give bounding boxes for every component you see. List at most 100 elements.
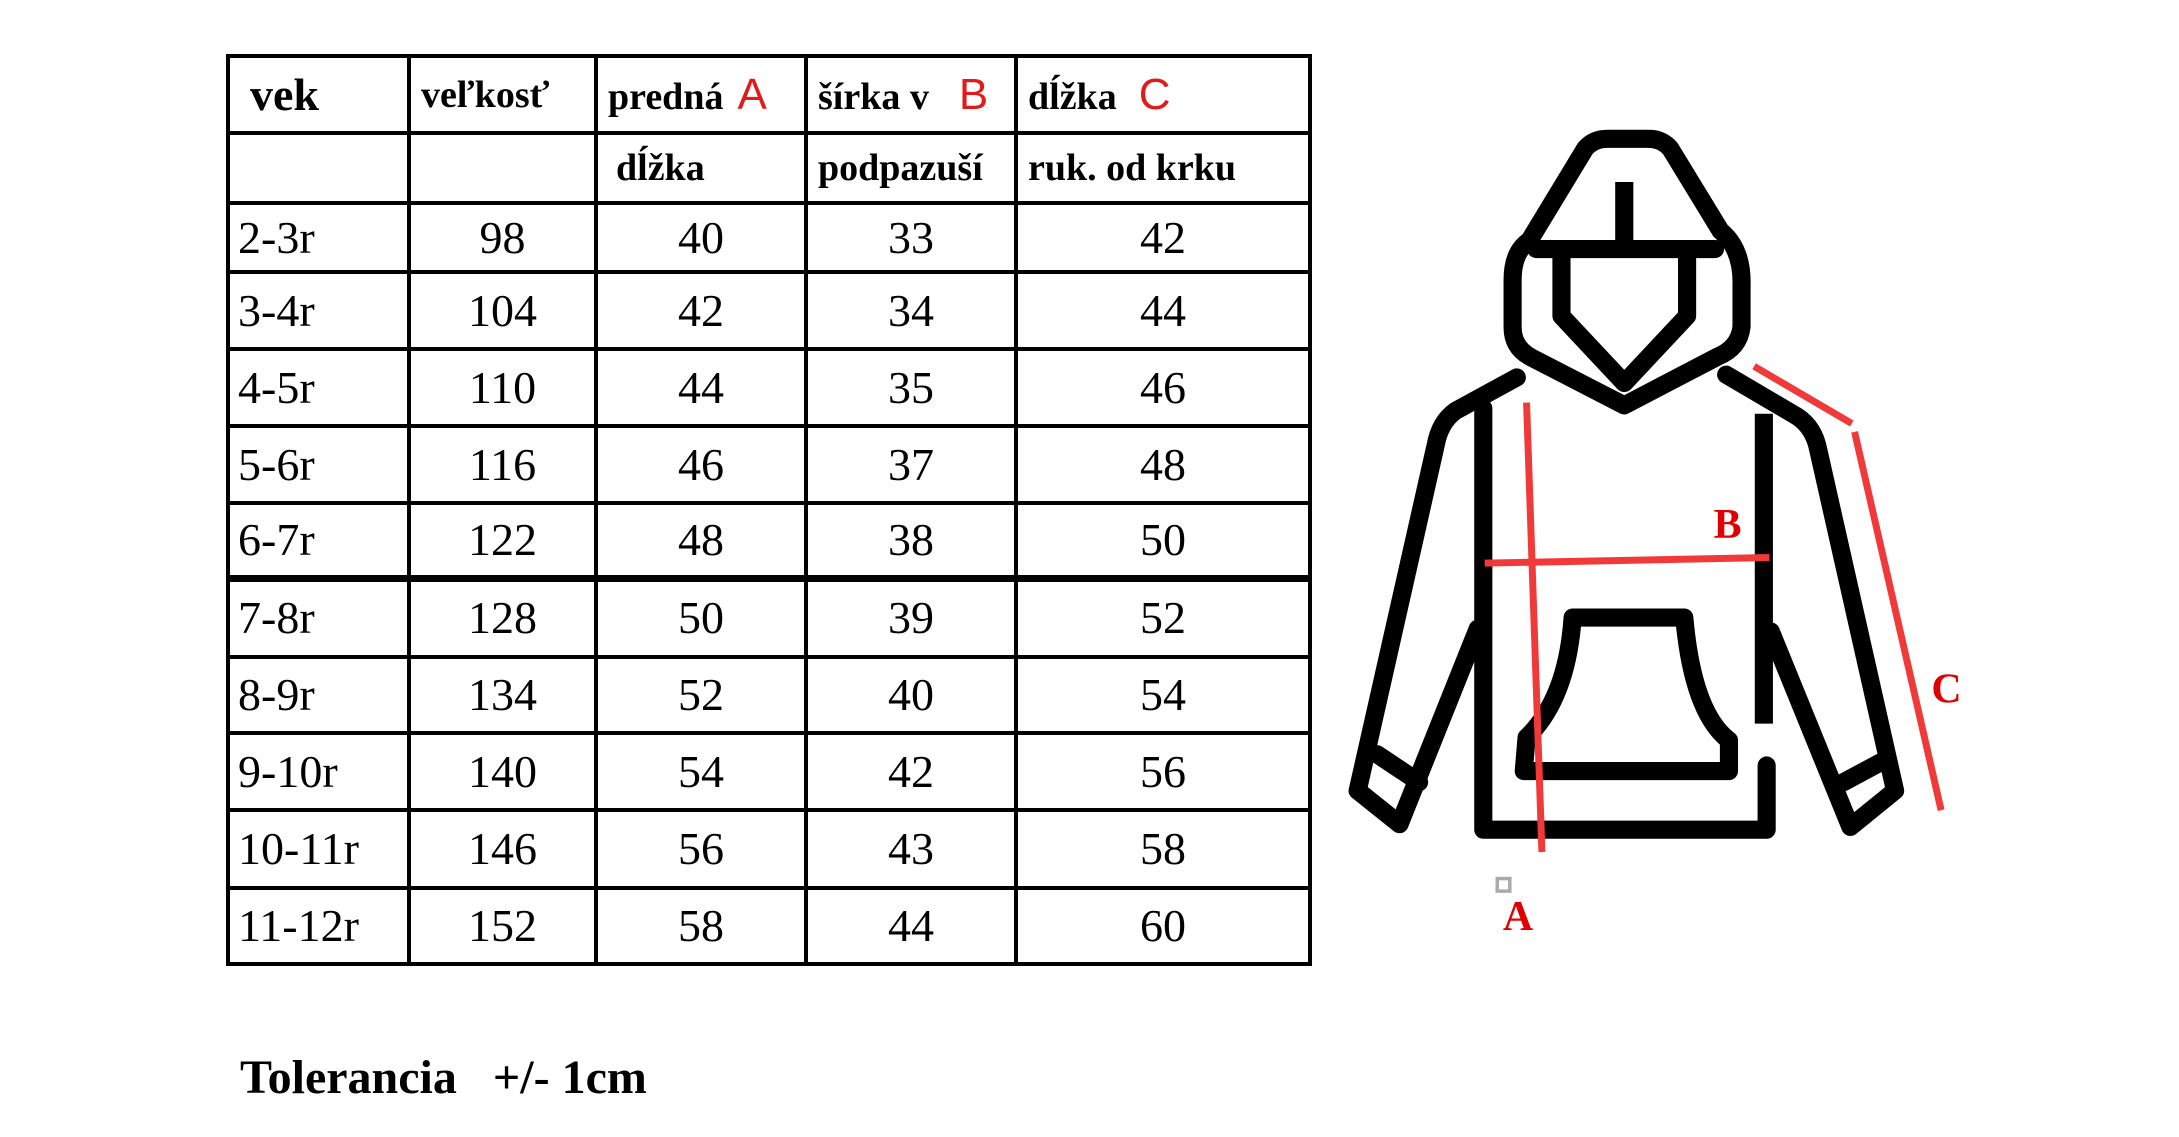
table-row: 11-12r 152 58 44 60: [226, 886, 1312, 966]
cell-sleeve-length: 48: [1014, 424, 1312, 505]
cell-chest-width: 34: [804, 270, 1018, 351]
cell-front-length: 46: [594, 424, 808, 505]
cell-chest-width: 39: [804, 576, 1018, 659]
cell-age: 10-11r: [226, 808, 411, 890]
pocket: [1514, 608, 1739, 781]
table-row: 8-9r 134 52 40 54: [226, 655, 1312, 735]
cell-size: 98: [407, 201, 598, 274]
table-row: 3-4r 104 42 34 44: [226, 270, 1312, 351]
cell-chest-width: 44: [804, 886, 1018, 966]
label-b: B: [1714, 502, 1742, 548]
cell-age: 4-5r: [226, 347, 411, 428]
header-sleeve-length-text: dĺžka: [1028, 75, 1117, 118]
cell-size: 134: [407, 655, 598, 735]
cell-chest-width: 33: [804, 201, 1018, 274]
cell-chest-width: 35: [804, 347, 1018, 428]
cell-size: 146: [407, 808, 598, 890]
cell-sleeve-length: 42: [1014, 201, 1312, 274]
header-row-2: dĺžka podpazuší ruk. od krku: [226, 131, 1312, 205]
right-sleeve: [1717, 365, 1905, 836]
cell-chest-width: 38: [804, 501, 1018, 582]
size-chart-table: vek veľkosť predná A šírka v B dĺžka C dĺžk…: [226, 54, 1312, 966]
header2-size: [407, 131, 598, 205]
cell-sleeve-length: 50: [1014, 501, 1312, 582]
header-row-1: vek veľkosť predná A šírka v B dĺžka C: [226, 54, 1312, 135]
header-chest-width-text: šírka v: [818, 75, 929, 118]
left-cuff: [1368, 745, 1429, 792]
measure-line-c-arm: [1851, 431, 1945, 811]
cell-chest-width: 37: [804, 424, 1018, 505]
marker-square: [1495, 876, 1512, 893]
table-row: 2-3r 98 40 33 42: [226, 201, 1312, 274]
measure-line-a: [1523, 402, 1546, 853]
left-sleeve: [1348, 368, 1526, 834]
cell-age: 6-7r: [226, 501, 411, 582]
hood-face-opening: [1552, 239, 1697, 393]
cell-sleeve-length: 44: [1014, 270, 1312, 351]
letter-a: A: [737, 69, 767, 119]
cell-sleeve-length: 46: [1014, 347, 1312, 428]
body-outline: [1474, 399, 1776, 839]
cell-sleeve-length: 60: [1014, 886, 1312, 966]
measurement-lines: [1484, 363, 1945, 853]
table-row: 7-8r 128 50 39 52: [226, 576, 1312, 659]
table-row: 5-6r 116 46 37 48: [226, 424, 1312, 505]
cell-front-length: 50: [594, 576, 808, 659]
header-front-length-text: predná: [608, 75, 724, 118]
cell-chest-width: 42: [804, 731, 1018, 812]
right-cuff: [1834, 752, 1892, 792]
tolerance-label: Tolerancia: [240, 1051, 457, 1104]
label-a: A: [1503, 894, 1533, 940]
cell-size: 140: [407, 731, 598, 812]
header-chest-width: šírka v B: [804, 54, 1018, 135]
hoodie-measurement-diagram: B C A: [1348, 129, 1962, 940]
header2-sleeve-length: ruk. od krku: [1014, 131, 1312, 205]
cell-chest-width: 40: [804, 655, 1018, 735]
cell-size: 116: [407, 424, 598, 505]
measure-line-c-shoulder: [1752, 363, 1854, 427]
measure-line-b: [1484, 554, 1770, 567]
cell-age: 5-6r: [226, 424, 411, 505]
hoodie-outline: [1348, 129, 1905, 839]
header-sleeve-length: dĺžka C: [1014, 54, 1312, 135]
table-row: 9-10r 140 54 42 56: [226, 731, 1312, 812]
cell-age: 8-9r: [226, 655, 411, 735]
cell-chest-width: 43: [804, 808, 1018, 890]
cell-front-length: 52: [594, 655, 808, 735]
table-row: 4-5r 110 44 35 46: [226, 347, 1312, 428]
tolerance-note: Tolerancia +/- 1cm: [240, 1050, 647, 1105]
cell-size: 128: [407, 576, 598, 659]
header-size: veľkosť: [407, 54, 598, 135]
cell-size: 122: [407, 501, 598, 582]
header2-front-length: dĺžka: [594, 131, 808, 205]
header-age: vek: [226, 54, 411, 135]
cell-age: 11-12r: [226, 886, 411, 966]
cell-size: 110: [407, 347, 598, 428]
hood-outline: [1503, 129, 1751, 415]
cell-size: 104: [407, 270, 598, 351]
header2-chest-width: podpazuší: [804, 131, 1018, 205]
letter-c: C: [1138, 69, 1171, 119]
cell-sleeve-length: 58: [1014, 808, 1312, 890]
cell-age: 3-4r: [226, 270, 411, 351]
label-c: C: [1931, 667, 1961, 713]
cell-sleeve-length: 52: [1014, 576, 1312, 659]
cell-front-length: 40: [594, 201, 808, 274]
cell-front-length: 54: [594, 731, 808, 812]
cell-age: 9-10r: [226, 731, 411, 812]
tolerance-value: +/- 1cm: [492, 1051, 647, 1104]
cell-front-length: 48: [594, 501, 808, 582]
header-front-length: predná A: [594, 54, 808, 135]
cell-size: 152: [407, 886, 598, 966]
table-row: 10-11r 146 56 43 58: [226, 808, 1312, 890]
table-row: 6-7r 122 48 38 50: [226, 501, 1312, 582]
cell-sleeve-length: 56: [1014, 731, 1312, 812]
cell-front-length: 44: [594, 347, 808, 428]
cell-sleeve-length: 54: [1014, 655, 1312, 735]
cell-front-length: 42: [594, 270, 808, 351]
letter-b: B: [958, 69, 989, 119]
cell-age: 2-3r: [226, 201, 411, 274]
cell-age: 7-8r: [226, 576, 411, 659]
header2-age: [226, 131, 411, 205]
cell-front-length: 58: [594, 886, 808, 966]
